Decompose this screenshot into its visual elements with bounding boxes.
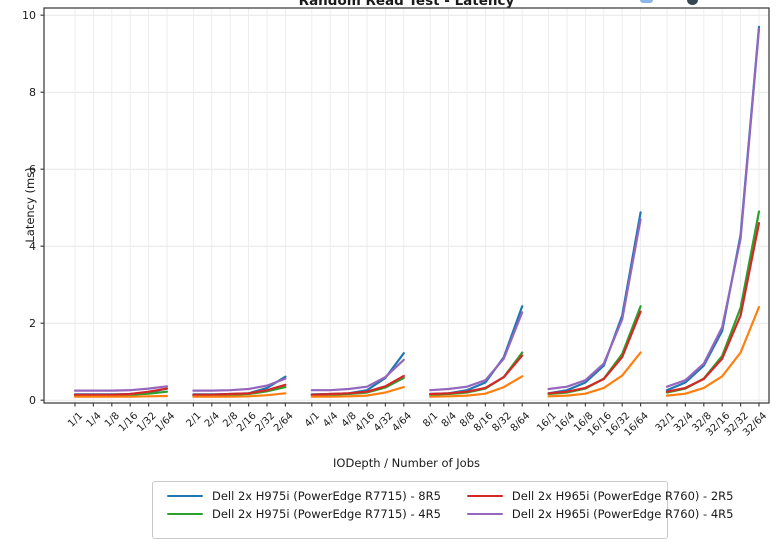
x-tick-label: 16/1 bbox=[535, 410, 559, 434]
x-tick-label: 2/1 bbox=[184, 410, 203, 429]
x-tick-label: 4/32 bbox=[372, 410, 396, 434]
chart-legend: Dell 2x H975i (PowerEdge R7715) - 8R5 De… bbox=[152, 481, 733, 539]
series-line bbox=[665, 210, 761, 394]
legend-label: Dell 2x H965i (PowerEdge R760) - 2R5 bbox=[511, 489, 734, 503]
x-tick-label: 1/4 bbox=[84, 410, 103, 429]
series-line bbox=[429, 354, 524, 396]
x-tick-label: 1/1 bbox=[66, 410, 85, 429]
series-line bbox=[665, 222, 761, 393]
series-line bbox=[547, 211, 642, 395]
series-line bbox=[192, 383, 287, 396]
x-tick-label: 4/4 bbox=[321, 410, 340, 429]
series-line bbox=[310, 374, 405, 396]
series-line bbox=[665, 27, 761, 388]
x-tick-label: 8/4 bbox=[440, 410, 459, 429]
series-line bbox=[429, 375, 524, 398]
x-tick-label: 8/16 bbox=[472, 410, 496, 434]
chart-title: Random Read Test - Latency bbox=[298, 0, 515, 9]
legend-label: Dell 2x H965i (PowerEdge R760) - 4R5 bbox=[511, 507, 734, 521]
series-line bbox=[547, 305, 642, 396]
series-line bbox=[547, 310, 642, 395]
legend-item-h975i-8r5: Dell 2x H975i (PowerEdge R7715) - 8R5 bbox=[167, 489, 441, 503]
series-line bbox=[73, 394, 169, 398]
y-tick-label: 6 bbox=[29, 163, 36, 176]
x-tick-label: 4/16 bbox=[354, 410, 378, 434]
legend-item-h965i-2r5: Dell 2x H965i (PowerEdge R760) - 2R5 bbox=[466, 489, 734, 503]
legend-line-swatch-purple bbox=[466, 512, 503, 516]
x-tick-label: 32/1 bbox=[654, 410, 678, 434]
x-tick-label: 4/1 bbox=[303, 410, 322, 429]
x-tick-label: 16/4 bbox=[554, 410, 578, 434]
legend-item-h975i-4r5: Dell 2x H975i (PowerEdge R7715) - 4R5 bbox=[167, 507, 441, 521]
series-line bbox=[665, 305, 761, 397]
x-axis-label: IODepth / Number of Jobs bbox=[333, 456, 480, 470]
x-tick-label: 8/1 bbox=[421, 410, 440, 429]
series-line bbox=[192, 392, 287, 398]
series-line bbox=[310, 386, 405, 398]
x-tick-label: 2/64 bbox=[272, 410, 296, 434]
x-tick-label: 8/32 bbox=[490, 410, 514, 434]
legend-item-h965i-4r5: Dell 2x H965i (PowerEdge R760) - 4R5 bbox=[466, 507, 734, 521]
x-tick-label: 1/16 bbox=[117, 410, 141, 434]
x-tick-label: 32/4 bbox=[672, 410, 696, 434]
x-tick-label: 4/64 bbox=[390, 410, 414, 434]
x-tick-label: 8/64 bbox=[509, 410, 533, 434]
x-tick-label: 2/4 bbox=[203, 410, 222, 429]
series-line bbox=[73, 385, 169, 392]
series-line bbox=[429, 305, 524, 396]
legend-label: Dell 2x H975i (PowerEdge R7715) - 4R5 bbox=[212, 507, 441, 521]
series-line bbox=[547, 351, 642, 398]
legend-label: Dell 2x H975i (PowerEdge R7715) - 8R5 bbox=[212, 489, 441, 503]
y-tick-label: 8 bbox=[29, 86, 36, 99]
y-tick-label: 10 bbox=[22, 9, 36, 22]
plot-frame bbox=[43, 7, 770, 404]
series-line bbox=[73, 387, 169, 396]
series-line bbox=[547, 218, 642, 391]
series-line bbox=[665, 25, 761, 392]
legend-line-swatch-blue bbox=[167, 494, 203, 498]
series-line bbox=[192, 375, 287, 396]
x-tick-label: 2/32 bbox=[254, 410, 278, 434]
clipped-icon-fragment-blue bbox=[640, 0, 653, 3]
y-tick-label: 0 bbox=[29, 394, 36, 407]
x-tick-label: 1/64 bbox=[154, 410, 178, 434]
x-tick-label: 2/16 bbox=[235, 410, 259, 434]
series-line bbox=[429, 311, 524, 392]
series-line bbox=[192, 377, 287, 392]
clipped-icon-fragment-dark bbox=[687, 0, 698, 5]
x-tick-label: 1/32 bbox=[135, 410, 159, 434]
legend-line-swatch-red bbox=[466, 494, 503, 498]
y-tick-label: 4 bbox=[29, 240, 36, 253]
legend-line-swatch-green bbox=[167, 512, 203, 516]
series-line bbox=[310, 358, 405, 392]
y-tick-label: 2 bbox=[29, 317, 36, 330]
